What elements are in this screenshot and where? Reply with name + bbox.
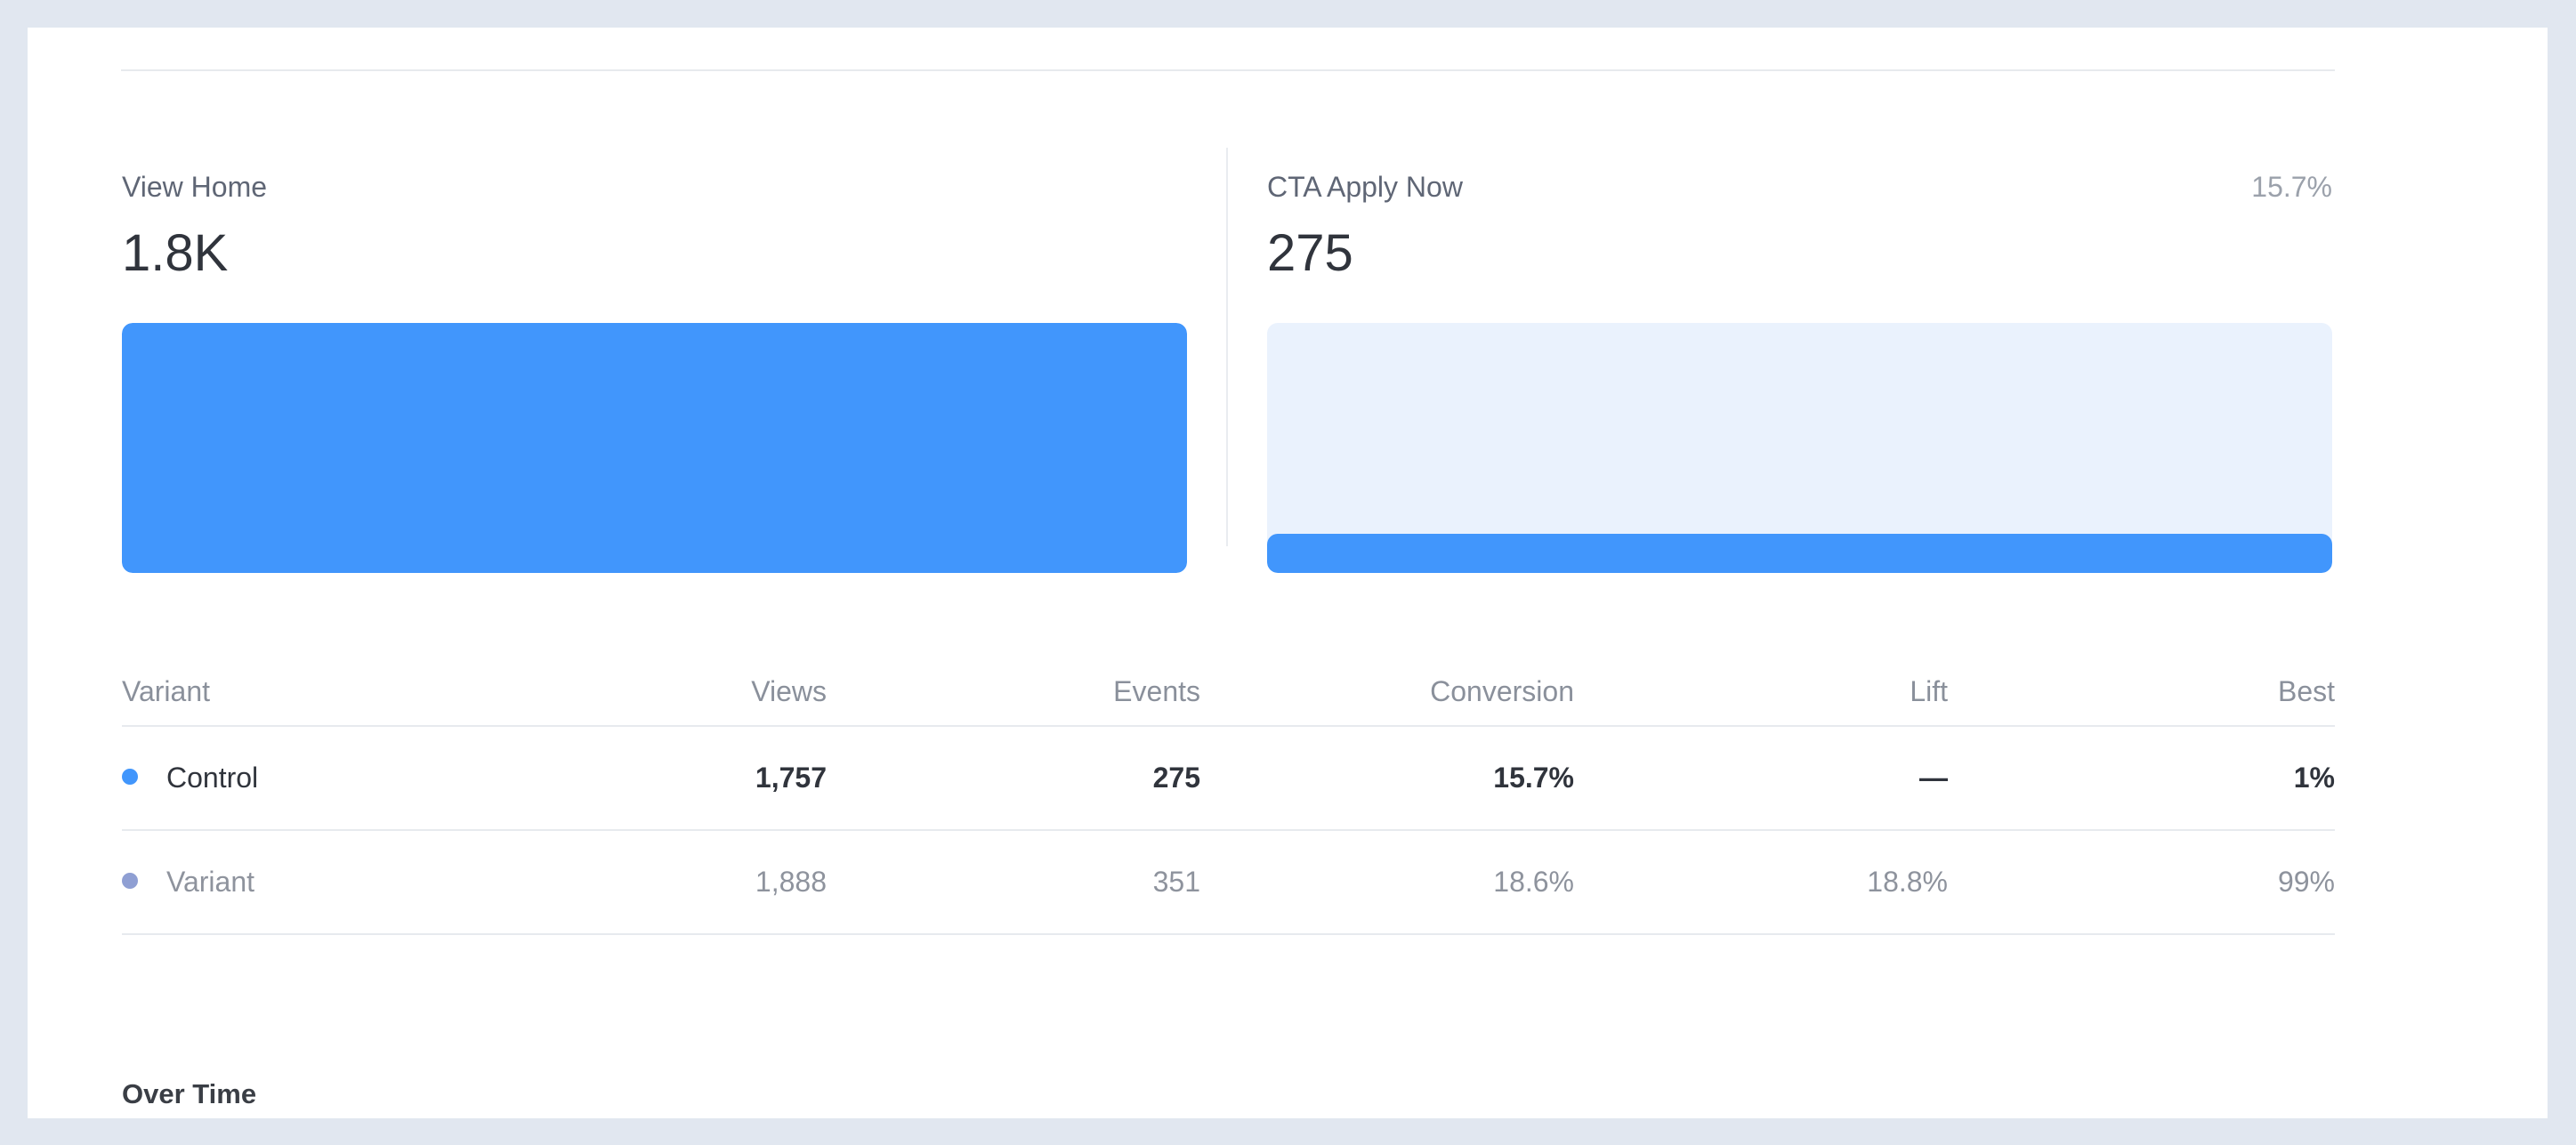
conversion-cell: 15.7% bbox=[1493, 762, 1574, 794]
table-header-row: Variant Views Events Conversion Lift Bes… bbox=[122, 650, 2335, 727]
step-divider bbox=[1226, 148, 1228, 546]
variant-name: Variant bbox=[166, 866, 255, 898]
views-cell: 1,888 bbox=[755, 866, 827, 898]
series-dot-icon bbox=[122, 873, 138, 889]
events-cell: 351 bbox=[1152, 866, 1200, 898]
series-dot-icon bbox=[122, 769, 138, 785]
variants-table: Variant Views Events Conversion Lift Bes… bbox=[122, 650, 2335, 935]
step-conversion-rate: 15.7% bbox=[2251, 171, 2332, 203]
step-bar-track bbox=[122, 323, 1187, 573]
events-cell: 275 bbox=[1152, 762, 1200, 794]
step-value: 1.8K bbox=[122, 224, 229, 282]
step-bar-fill bbox=[122, 323, 1187, 573]
step-label: CTA Apply Now bbox=[1267, 171, 1463, 203]
section-title-over-time: Over Time bbox=[122, 1078, 257, 1109]
table-row-control[interactable]: Control 1,757 275 15.7% — 1% bbox=[122, 727, 2335, 831]
header-conversion[interactable]: Conversion bbox=[1430, 675, 1574, 707]
step-label: View Home bbox=[122, 171, 268, 203]
views-cell: 1,757 bbox=[755, 762, 827, 794]
best-cell: 99% bbox=[2277, 866, 2335, 898]
lift-cell: — bbox=[1919, 762, 1948, 794]
header-lift[interactable]: Lift bbox=[1910, 675, 1948, 707]
step-bar-track bbox=[1267, 323, 2332, 573]
header-events[interactable]: Events bbox=[1113, 675, 1200, 707]
variant-name: Control bbox=[166, 762, 259, 794]
header-views[interactable]: Views bbox=[751, 675, 827, 707]
step-bar-fill bbox=[1267, 533, 2332, 573]
variant-name-cell: Control bbox=[122, 763, 258, 792]
table-row-variant[interactable]: Variant 1,888 351 18.6% 18.8% 99% bbox=[122, 831, 2335, 935]
experiment-results-panel: View Home 1.8K CTA Apply Now 15.7% 275 V… bbox=[28, 28, 2548, 1118]
header-best[interactable]: Best bbox=[2277, 675, 2335, 707]
lift-cell: 18.8% bbox=[1867, 866, 1948, 898]
conversion-cell: 18.6% bbox=[1493, 866, 1574, 898]
best-cell: 1% bbox=[2293, 762, 2335, 794]
header-variant[interactable]: Variant bbox=[122, 675, 211, 707]
top-divider bbox=[121, 69, 2335, 71]
step-value: 275 bbox=[1267, 224, 1353, 282]
variant-name-cell: Variant bbox=[122, 867, 254, 896]
